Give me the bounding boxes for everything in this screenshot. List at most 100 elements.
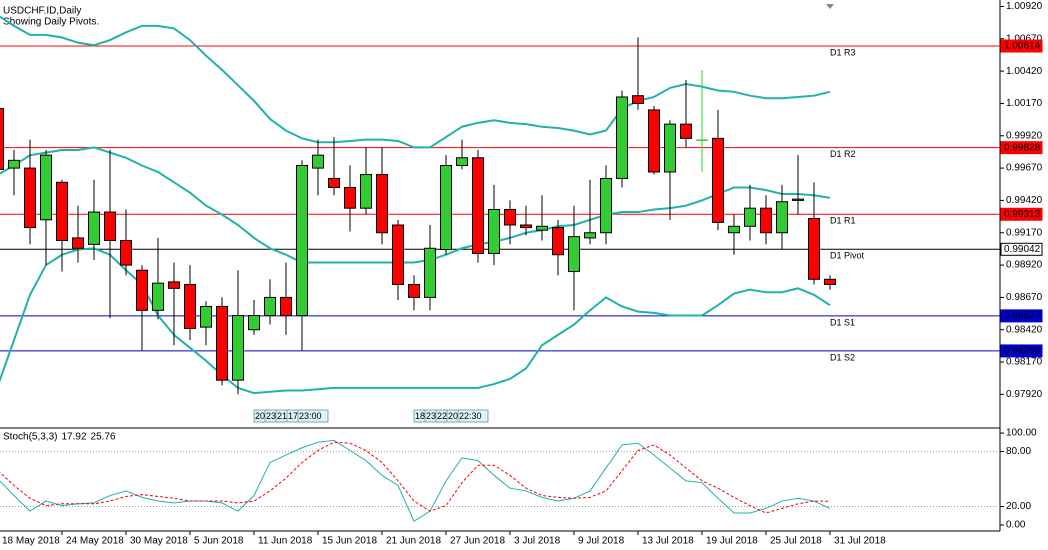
pivot-price: 1.00614 [1004, 41, 1041, 52]
candle-body [456, 157, 468, 167]
candle-body [440, 165, 452, 251]
candle-body [376, 174, 388, 234]
x-tick-label: 15 Jun 2018 [322, 536, 377, 547]
y-tick-label: 0.99420 [1006, 195, 1043, 206]
candle-body [152, 282, 164, 311]
pivot-price-box [1000, 242, 1043, 256]
time-label: 20: [255, 411, 268, 421]
candle-body [744, 207, 756, 227]
time-label: 23:00 [299, 411, 322, 421]
candle-body [424, 247, 436, 298]
y-tick-label: 0.98170 [1006, 357, 1043, 368]
candle-body [504, 208, 516, 226]
candle-body [184, 283, 196, 329]
x-tick-label: 24 May 2018 [66, 536, 124, 547]
y-tick-label: 0.99670 [1006, 163, 1043, 174]
pivot-price-box [1000, 344, 1043, 358]
pivot-price: 0.99042 [1004, 244, 1041, 255]
candle-body [312, 154, 324, 169]
x-tick-label: 19 Jul 2018 [706, 536, 758, 547]
candle-body [584, 232, 596, 239]
candle-body [264, 296, 276, 317]
y-tick-label: 80.00 [1006, 446, 1031, 457]
candle-body [472, 157, 484, 254]
y-tick-label: 0.98670 [1006, 292, 1043, 303]
y-tick-label: 1.00420 [1006, 66, 1043, 77]
candle-body [760, 207, 772, 234]
candle-body [24, 167, 36, 229]
candle-body [536, 225, 548, 231]
candle-body [360, 174, 372, 209]
pivot-price: 0.99828 [1004, 142, 1041, 153]
candle-body [712, 137, 724, 223]
x-tick-label: 3 Jul 2018 [514, 536, 561, 547]
candle-body [104, 211, 116, 242]
y-tick-label: 1.00170 [1006, 98, 1043, 109]
candle-body [40, 154, 52, 221]
candle-body [664, 123, 676, 173]
candle-body [168, 281, 180, 289]
candle-body [776, 201, 788, 234]
candle-body [520, 224, 532, 229]
candle-body [8, 159, 20, 169]
pivot-label: D1 S1 [830, 317, 855, 327]
pivot-price: 0.98527 [1004, 311, 1041, 322]
time-label-box [457, 409, 489, 423]
pivot-label: D1 S2 [830, 352, 855, 362]
y-tick-label: 0.99920 [1006, 130, 1043, 141]
pivot-label: D1 R1 [830, 216, 856, 226]
candle-body [296, 165, 308, 317]
y-tick-label: 100.00 [1006, 428, 1037, 439]
stoch-line [0, 441, 831, 514]
time-label-box [297, 409, 329, 423]
candle-body [56, 181, 68, 242]
candle-body [792, 198, 804, 201]
time-label: 18: [415, 411, 428, 421]
x-tick-label: 11 Jun 2018 [258, 536, 313, 547]
time-label: 23: [266, 411, 279, 421]
x-tick-label: 27 Jun 2018 [450, 536, 505, 547]
candle-body [408, 283, 420, 298]
shift-marker [826, 4, 834, 9]
candle-body [616, 96, 628, 179]
candle-body [72, 237, 84, 249]
chart-title: USDCHF.ID,Daily [3, 6, 81, 17]
band-upper [0, 15, 831, 149]
candle-body [344, 186, 356, 209]
candle-body [216, 305, 228, 381]
y-tick-label: 0.99170 [1006, 227, 1043, 238]
y-tick-label: 20.00 [1006, 501, 1031, 512]
pivot-price: 0.98256 [1004, 346, 1041, 357]
pivot-label: D1 R3 [830, 47, 856, 57]
pivot-label: D1 Pivot [830, 251, 865, 261]
candle-body [248, 315, 260, 331]
candle-body [696, 139, 708, 141]
pivot-price-box [1000, 207, 1043, 221]
candle-body [568, 236, 580, 273]
candle-body [648, 109, 660, 173]
chart-subtitle: Showing Daily Pivots. [3, 17, 99, 28]
time-label: 23: [426, 411, 439, 421]
time-label: 17: [288, 411, 301, 421]
candle-body [488, 208, 500, 254]
indicator-value: 17.92 [61, 432, 86, 443]
candle-body [728, 225, 740, 234]
x-tick-label: 5 Jun 2018 [194, 536, 244, 547]
band-middle [0, 146, 831, 264]
candle-body [552, 227, 564, 256]
y-tick-label: 0.00 [1006, 520, 1026, 531]
y-tick-label: 0.97920 [1006, 389, 1043, 400]
pivot-price-box [1000, 39, 1043, 53]
x-tick-label: 25 Jul 2018 [770, 536, 822, 547]
candle-body [328, 177, 340, 188]
y-tick-label: 0.98920 [1006, 260, 1043, 271]
x-tick-label: 18 May 2018 [2, 536, 60, 547]
candle-body [200, 305, 212, 328]
candle-body [632, 95, 644, 104]
indicator-value: 25.76 [91, 432, 116, 443]
candle-body [88, 211, 100, 245]
candle-body [600, 177, 612, 234]
time-label: 22: [437, 411, 450, 421]
x-tick-label: 21 Jun 2018 [386, 536, 441, 547]
